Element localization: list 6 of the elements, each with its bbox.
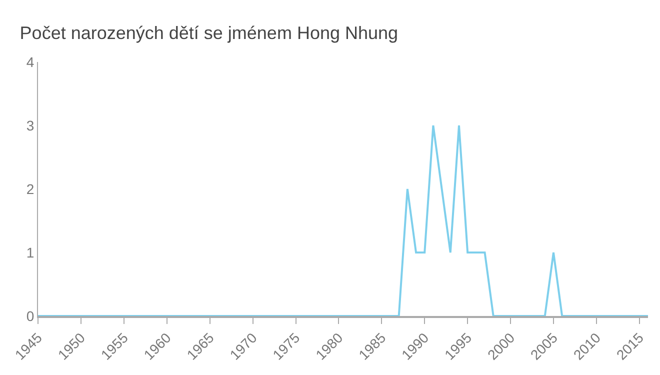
y-tick-label: 4: [26, 54, 34, 70]
y-tick-label: 2: [26, 180, 34, 197]
y-tick-label: 1: [26, 244, 34, 260]
chart-title: Počet narozených dětí se jménem Hong Nhung: [20, 22, 398, 43]
y-tick-label: 3: [26, 117, 34, 134]
y-tick-label: 0: [26, 308, 34, 324]
